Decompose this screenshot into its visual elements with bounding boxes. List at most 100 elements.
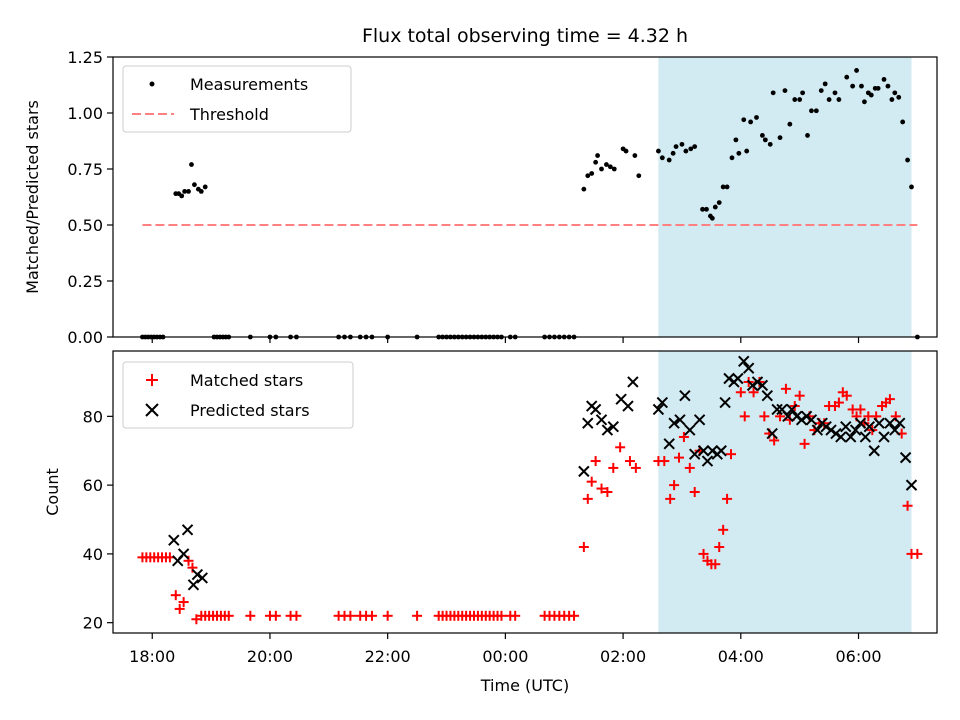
x-tick-label: 00:00: [482, 647, 528, 666]
predicted-star-point: [811, 424, 824, 436]
y-tick-label: 0.00: [67, 328, 103, 347]
predicted-star-point: [693, 414, 706, 426]
legend-matched-label: Matched stars: [190, 371, 303, 390]
measurement-point: [800, 90, 806, 96]
predicted-star-point: [905, 479, 918, 491]
matched-star-point: [759, 411, 770, 422]
measurement-point: [792, 97, 798, 102]
matched-star-point: [578, 542, 589, 553]
matched-star-point: [345, 610, 356, 621]
measurement-point: [724, 184, 730, 190]
matched-star-point: [590, 456, 601, 467]
predicted-star-point: [761, 390, 774, 402]
matched-star-point: [698, 548, 709, 559]
matched-star-point: [608, 462, 619, 473]
measurement-point: [832, 90, 838, 96]
measurement-point: [599, 166, 604, 172]
predicted-star-point: [854, 417, 867, 429]
matched-star-point: [855, 404, 866, 415]
measurement-point: [593, 159, 599, 165]
predicted-star-point: [684, 424, 696, 436]
x-tick-label: 04:00: [718, 647, 764, 666]
measurement-point: [656, 148, 661, 154]
predicted-star-point: [706, 445, 719, 457]
matched-star-point: [674, 452, 685, 463]
predicted-star-point: [607, 420, 619, 433]
x-axis-label: Time (UTC): [480, 676, 569, 695]
predicted-star-point: [701, 455, 714, 467]
predicted-star-point: [751, 376, 764, 388]
predicted-star-point: [582, 417, 594, 429]
matched-star-point: [412, 610, 423, 621]
measurement-point: [688, 146, 694, 152]
predicted-star-point: [668, 417, 680, 429]
predicted-star-point: [196, 572, 208, 584]
x-tick-label: 02:00: [600, 647, 646, 666]
predicted-star-point: [840, 420, 852, 433]
measurement-point: [741, 117, 747, 123]
top-y-axis-label: Matched/Predicted stars: [23, 100, 42, 294]
matched-star-point: [799, 438, 810, 449]
matched-star-point: [833, 397, 844, 408]
measurement-point: [581, 186, 587, 192]
measurement-point: [822, 81, 828, 87]
predicted-star-point: [723, 372, 735, 385]
matched-star-point: [624, 456, 635, 467]
predicted-star-point: [627, 376, 639, 388]
y-tick-label: 20: [83, 614, 103, 633]
matched-star-point: [291, 610, 302, 621]
predicted-star-point: [805, 414, 818, 426]
measurement-point: [889, 97, 895, 102]
predicted-star-point: [191, 568, 204, 581]
matched-star-point: [615, 442, 626, 453]
measurement-point: [900, 119, 906, 125]
measurement-point: [589, 171, 595, 176]
measurement-point: [759, 133, 765, 138]
y-tick-label: 0.75: [67, 160, 103, 179]
measurement-point: [805, 133, 810, 138]
predicted-star-point: [766, 427, 778, 440]
measurements-series: [140, 68, 920, 340]
predicted-star-point: [800, 410, 813, 423]
predicted-star-point: [578, 465, 590, 478]
measurement-point: [182, 189, 188, 194]
predicted-star-point: [859, 431, 872, 443]
measurement-point: [736, 150, 742, 156]
x-tick-label: 18:00: [129, 647, 175, 666]
measurement-point: [762, 137, 768, 143]
predicted-star-point: [825, 424, 837, 436]
measurement-point: [875, 85, 881, 91]
predicted-star-point: [697, 445, 710, 457]
y-tick-label: 60: [83, 476, 103, 495]
matched-star-point: [510, 610, 521, 621]
predicted-star-point: [732, 372, 744, 385]
predicted-star-point: [756, 379, 769, 392]
measurement-point: [604, 162, 609, 167]
measurement-point: [770, 90, 776, 96]
measurement-point: [836, 97, 842, 102]
top-legend: Measurements Threshold: [122, 65, 352, 133]
chart-title: Flux total observing time = 4.32 h: [362, 25, 688, 47]
x-tick-label: 22:00: [365, 647, 411, 666]
measurement-point: [844, 74, 850, 80]
predicted-star-point: [899, 451, 912, 464]
legend-threshold-label: Threshold: [189, 105, 269, 124]
predicted-star-point: [652, 403, 665, 416]
y-tick-label: 40: [83, 545, 103, 564]
legend-measurements-label: Measurements: [190, 75, 308, 94]
top-x-ticks: [151, 337, 860, 343]
predicted-star-point: [688, 448, 701, 460]
matched-star-point: [669, 480, 680, 491]
measurement-point: [862, 99, 867, 105]
matched-star-point: [366, 610, 377, 621]
matched-star-point: [582, 493, 593, 504]
measurement-point: [179, 193, 185, 199]
matched-star-point: [569, 610, 580, 621]
matched-star-point: [710, 559, 721, 570]
matched-star-point: [748, 387, 759, 398]
predicted-star-point: [187, 579, 200, 591]
measurement-point: [909, 184, 914, 190]
y-tick-label: 80: [83, 407, 103, 426]
measurement-point: [659, 155, 665, 161]
